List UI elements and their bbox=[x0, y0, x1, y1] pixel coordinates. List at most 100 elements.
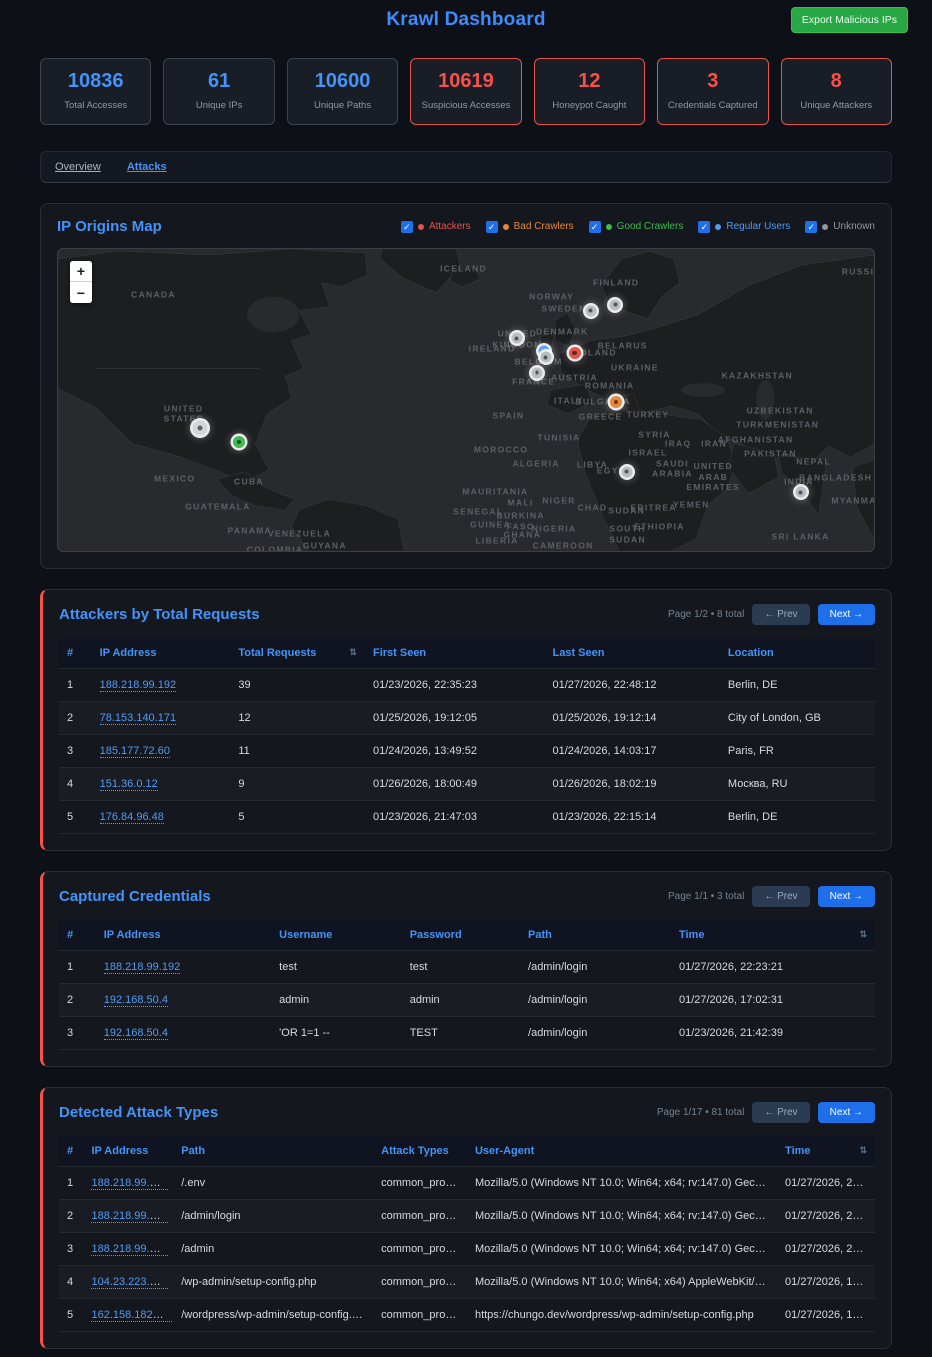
map-zoom-control: + − bbox=[70, 261, 92, 303]
column-header-path[interactable]: Path bbox=[528, 929, 552, 941]
ip-link[interactable]: 188.218.99.192 bbox=[103, 961, 181, 974]
unknown-marker[interactable] bbox=[621, 466, 633, 478]
ip-link[interactable]: 188.218.99.192 bbox=[91, 1210, 168, 1223]
tab-attacks[interactable]: Attacks bbox=[126, 161, 167, 173]
table-cell: TEST bbox=[401, 1016, 521, 1050]
column-header-[interactable]: # bbox=[67, 647, 74, 659]
ip-link[interactable]: 185.177.72.60 bbox=[99, 745, 170, 758]
sort-icon[interactable]: ⇅ bbox=[859, 929, 867, 939]
tab-overview[interactable]: Overview bbox=[55, 161, 101, 173]
column-header-user-agent[interactable]: User-Agent bbox=[474, 1145, 535, 1157]
column-header-ip-address[interactable]: IP Address bbox=[103, 929, 161, 941]
legend-checkbox[interactable]: ✓ bbox=[400, 220, 413, 233]
next-button[interactable]: Next → bbox=[817, 1102, 875, 1123]
column-header-ip-address[interactable]: IP Address bbox=[91, 1145, 149, 1157]
prev-button[interactable]: ← Prev bbox=[752, 886, 810, 907]
map-card-header: IP Origins Map ✓ Attackers ✓ Bad Crawlers ✓ G… bbox=[57, 218, 875, 235]
table-cell: admin bbox=[401, 983, 521, 1017]
table-cell: 01/26/2026, 18:02:19 bbox=[544, 767, 720, 801]
ip-link[interactable]: 192.168.50.4 bbox=[103, 1027, 168, 1040]
table-cell: 2 bbox=[59, 701, 92, 735]
map-canvas[interactable]: CANADAICELANDRUSSIANORWAYSWEDENFINLANDDE… bbox=[57, 248, 875, 552]
table-header-row: # IP Address Total Requests ⇅ First Seen Last… bbox=[59, 638, 875, 669]
ip-origins-map-card: IP Origins Map ✓ Attackers ✓ Bad Crawlers ✓ G… bbox=[40, 203, 892, 569]
zoom-in-button[interactable]: + bbox=[70, 261, 92, 282]
column-header-password[interactable]: Password bbox=[409, 929, 462, 941]
column-header-username[interactable]: Username bbox=[279, 929, 333, 941]
ip-address-cell: 192.168.50.4 bbox=[95, 1016, 272, 1050]
unknown-marker[interactable] bbox=[795, 486, 807, 498]
column-header-path[interactable]: Path bbox=[181, 1145, 206, 1157]
legend-checkbox[interactable]: ✓ bbox=[805, 220, 818, 233]
unknown-marker[interactable] bbox=[540, 351, 552, 363]
credentials-pager: Page 1/1 • 3 total ← Prev Next → bbox=[668, 886, 875, 907]
ip-address-cell: 192.168.50.4 bbox=[95, 983, 272, 1017]
pagination-info: Page 1/17 • 81 total bbox=[656, 1107, 745, 1118]
column-header-ip-address[interactable]: IP Address bbox=[99, 647, 157, 659]
legend-checkbox[interactable]: ✓ bbox=[588, 220, 601, 233]
ip-address-cell: 151.36.0.12 bbox=[91, 767, 231, 801]
next-button[interactable]: Next → bbox=[817, 886, 875, 907]
column-header-[interactable]: # bbox=[67, 929, 74, 941]
sort-icon[interactable]: ⇅ bbox=[349, 647, 357, 657]
table-cell: common_probes bbox=[373, 1166, 467, 1200]
ip-link[interactable]: 188.218.99.192 bbox=[99, 679, 177, 692]
attack-types-card: Detected Attack Types Page 1/17 • 81 tot… bbox=[40, 1087, 892, 1349]
ip-link[interactable]: 188.218.99.192 bbox=[91, 1243, 168, 1256]
unknown-marker[interactable] bbox=[609, 299, 621, 311]
export-malicious-ips-button[interactable]: Export Malicious IPs bbox=[790, 7, 908, 33]
table-cell: 01/27/2026, 17:02:31 bbox=[670, 983, 875, 1017]
ip-link[interactable]: 162.158.182.104 bbox=[91, 1309, 174, 1322]
ip-link[interactable]: 192.168.50.4 bbox=[103, 994, 168, 1007]
ip-address-cell: 188.218.99.192 bbox=[91, 668, 231, 702]
good-crawler-marker[interactable] bbox=[233, 435, 246, 448]
ip-address-cell: 176.84.96.48 bbox=[91, 800, 231, 834]
prev-button[interactable]: ← Prev bbox=[752, 604, 810, 625]
ip-address-cell: 188.218.99.192 bbox=[83, 1199, 174, 1233]
column-header-location[interactable]: Location bbox=[727, 647, 774, 659]
bad-crawler-marker[interactable] bbox=[610, 395, 623, 408]
table-cell: 01/24/2026, 14:03:17 bbox=[544, 734, 720, 768]
table-cell: 'OR 1=1 -- bbox=[271, 1016, 402, 1050]
table-cell: https://chungo.dev/wordpress/wp-admin/se… bbox=[466, 1298, 778, 1332]
column-header-[interactable]: # bbox=[67, 1145, 74, 1157]
ip-link[interactable]: 176.84.96.48 bbox=[99, 811, 164, 824]
sort-icon[interactable]: ⇅ bbox=[859, 1145, 867, 1155]
stat-value: 8 bbox=[830, 70, 842, 92]
table-cell: 5 bbox=[230, 800, 365, 834]
column-header-first-seen[interactable]: First Seen bbox=[372, 647, 427, 659]
table-cell: Berlin, DE bbox=[719, 668, 875, 702]
unknown-marker[interactable] bbox=[192, 420, 208, 436]
credentials-table: # IP Address Username Password Path Time ⇅ 1 188… bbox=[59, 920, 875, 1050]
ip-link[interactable]: 188.218.99.192 bbox=[91, 1177, 168, 1190]
zoom-out-button[interactable]: − bbox=[70, 282, 92, 303]
regular-user-marker[interactable] bbox=[538, 345, 550, 357]
ip-address-cell: 185.177.72.60 bbox=[91, 734, 231, 768]
table-cell: test bbox=[271, 950, 402, 984]
stat-card-total-accesses: 10836 Total Accesses bbox=[40, 58, 152, 125]
legend-checkbox[interactable]: ✓ bbox=[698, 220, 711, 233]
legend-checkbox[interactable]: ✓ bbox=[485, 220, 498, 233]
table-row: 5 162.158.182.104/wordpress/wp-admin/setu… bbox=[59, 1298, 875, 1332]
prev-button[interactable]: ← Prev bbox=[752, 1102, 810, 1123]
table-cell: 01/23/2026, 21:42:39 bbox=[670, 1016, 875, 1050]
table-row: 2 78.153.140.171 12 01/25/2026, 19:12:05 01/… bbox=[59, 701, 875, 735]
ip-link[interactable]: 104.23.223.128 bbox=[91, 1276, 168, 1289]
column-header-time[interactable]: Time ⇅ bbox=[678, 929, 867, 941]
table-cell: 01/27/2026, 19:38:59 bbox=[777, 1265, 875, 1299]
table-row: 3 185.177.72.60 11 01/24/2026, 13:49:52 01/2… bbox=[59, 734, 875, 768]
column-header-time[interactable]: Time ⇅ bbox=[785, 1145, 867, 1157]
column-header-total-requests[interactable]: Total Requests ⇅ bbox=[238, 647, 357, 659]
unknown-marker[interactable] bbox=[511, 332, 523, 344]
unknown-marker[interactable] bbox=[531, 367, 543, 379]
next-button[interactable]: Next → bbox=[817, 604, 875, 625]
unknown-marker[interactable] bbox=[585, 305, 597, 317]
attacker-marker[interactable] bbox=[568, 347, 581, 360]
column-header-attack-types[interactable]: Attack Types bbox=[381, 1145, 449, 1157]
ip-link[interactable]: 151.36.0.12 bbox=[99, 778, 158, 791]
ip-link[interactable]: 78.153.140.171 bbox=[99, 712, 177, 725]
table-cell: /admin/login bbox=[520, 950, 671, 984]
stat-label: Unique Paths bbox=[314, 100, 372, 111]
column-header-last-seen[interactable]: Last Seen bbox=[552, 647, 605, 659]
attack-types-pager: Page 1/17 • 81 total ← Prev Next → bbox=[657, 1102, 875, 1123]
